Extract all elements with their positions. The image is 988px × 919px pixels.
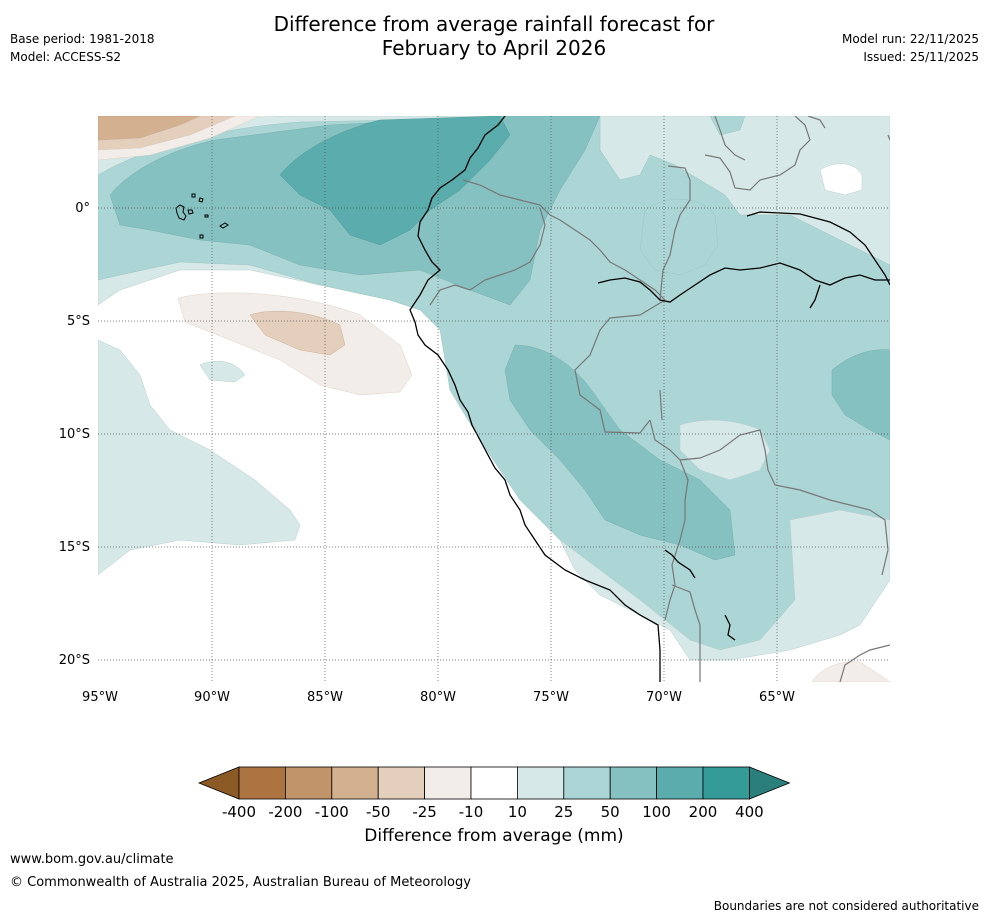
colorbar-segment <box>609 766 658 800</box>
lat-label-0: 0° <box>75 201 90 216</box>
lon-label-85w: 85°W <box>307 690 343 705</box>
colorbar-tick-label: -200 <box>268 803 302 821</box>
meta-right: Model run: 22/11/2025 Issued: 25/11/2025 <box>842 30 979 66</box>
contour-band-10-25-east <box>679 420 771 481</box>
colorbar-segment <box>702 766 750 800</box>
lon-label-75w: 75°W <box>533 690 569 705</box>
colorbar-segment <box>331 766 379 800</box>
contour-band-minus10-southeast <box>811 661 890 682</box>
contour-band-minus10-northwest-edge <box>98 116 261 161</box>
colorbar-tick-label: 50 <box>601 803 620 821</box>
colorbar-segment <box>656 766 704 800</box>
colorbar-tick-label: 200 <box>689 803 718 821</box>
contour-white-northeast <box>819 163 863 196</box>
lat-label-10s: 10°S <box>59 427 90 442</box>
map-area <box>98 116 890 682</box>
contour-band-50-100-central <box>504 344 736 561</box>
colorbar-tick-label: -100 <box>315 803 349 821</box>
contour-band-25-50-northeast <box>709 116 746 136</box>
map-title: Difference from average rainfall forecas… <box>0 12 988 60</box>
country-borders <box>429 116 890 682</box>
lat-label-20s: 20°S <box>59 653 90 668</box>
lon-label-90w: 90°W <box>194 690 230 705</box>
colorbar-tick-label: -400 <box>222 803 256 821</box>
longitude-labels: 95°W 90°W 85°W 80°W 75°W 70°W 65°W <box>82 690 795 705</box>
lon-label-70w: 70°W <box>646 690 682 705</box>
base-period: Base period: 1981-2018 <box>10 32 155 46</box>
colorbar-segment <box>238 766 286 800</box>
title-line-1: Difference from average rainfall forecas… <box>273 12 715 36</box>
colorbar-segment <box>517 766 565 800</box>
colorbar-tick-label: -25 <box>412 803 437 821</box>
colorbar-tick-label: 400 <box>735 803 764 821</box>
coastline <box>409 116 890 682</box>
colorbar-title: Difference from average (mm) <box>364 826 624 846</box>
contour-band-25-50-amazon <box>639 199 719 276</box>
lon-label-65w: 65°W <box>759 690 795 705</box>
colorbar-segment <box>470 766 518 800</box>
colorbar-segment <box>377 766 426 800</box>
colorbar-extension-low <box>197 766 240 800</box>
contour-band-10-25-south <box>559 509 890 661</box>
colorbar-tick-label: 100 <box>642 803 671 821</box>
lon-label-95w: 95°W <box>82 690 118 705</box>
colorbar-segment <box>563 766 611 800</box>
colorbar-segment <box>284 766 333 800</box>
colorbar-tick-label: -50 <box>366 803 391 821</box>
contour-band-50-100-east <box>831 349 890 441</box>
contour-band-minus25-minus50-southwest <box>249 310 346 356</box>
lat-label-15s: 15°S <box>59 540 90 555</box>
lat-label-5s: 5°S <box>67 314 90 329</box>
title-line-2: February to April 2026 <box>381 36 607 60</box>
model-run: Model run: 22/11/2025 <box>841 32 979 46</box>
disclaimer: Boundaries are not considered authoritat… <box>713 899 979 913</box>
website-url: www.bom.gov.au/climate <box>10 852 174 867</box>
colorbar-tick-label: -10 <box>459 803 484 821</box>
issued-date: Issued: 25/11/2025 <box>863 50 979 64</box>
colorbar <box>197 766 791 800</box>
latitude-labels: 0° 5°S 10°S 15°S 20°S <box>59 201 90 668</box>
model-name: Model: ACCESS-S2 <box>10 50 122 64</box>
colorbar-labels: -400 -200 -100 -50 -25 -10 10 25 50 100 200 400 <box>222 803 764 821</box>
colorbar-tick-label: 10 <box>508 803 527 821</box>
contour-band-10-25-small <box>199 360 246 383</box>
lon-label-80w: 80°W <box>420 690 456 705</box>
graticule <box>98 116 890 682</box>
colorbar-tick-label: 25 <box>554 803 573 821</box>
contour-band-100-200-north <box>279 116 511 246</box>
colorbar-segment <box>424 766 472 800</box>
copyright: © Commonwealth of Australia 2025, Austra… <box>10 875 471 890</box>
meta-left: Base period: 1981-2018 Model: ACCESS-S2 <box>10 30 155 66</box>
colorbar-extension-high <box>749 766 791 800</box>
galapagos-islands <box>175 193 229 239</box>
